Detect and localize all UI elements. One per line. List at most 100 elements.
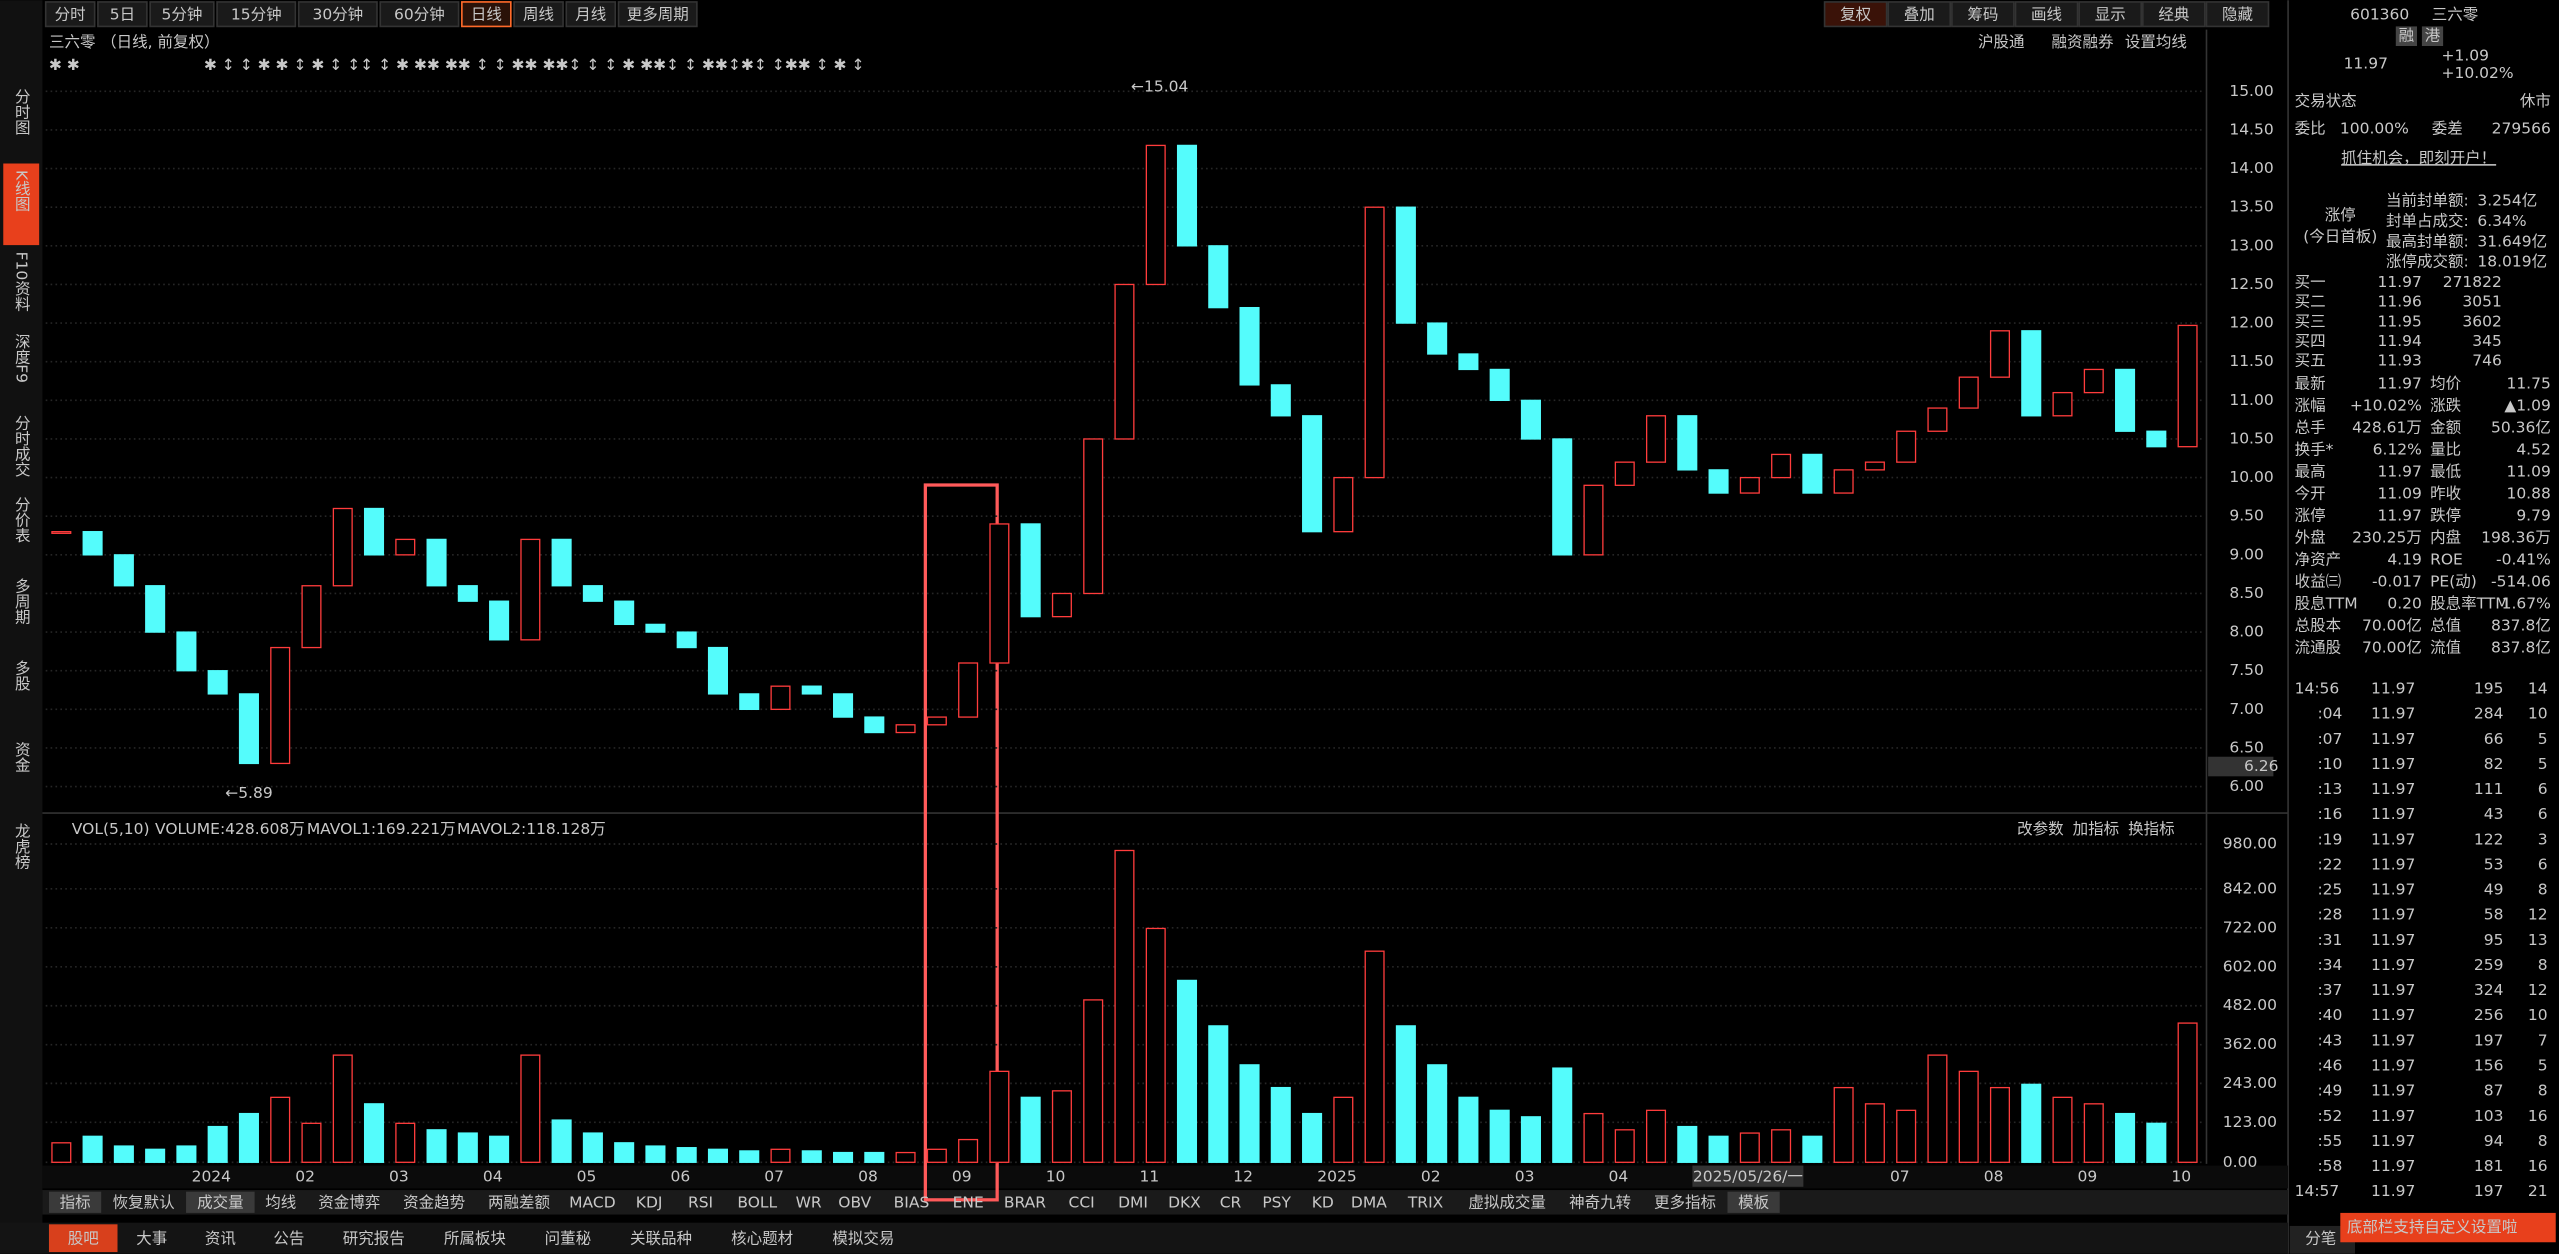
chart-link[interactable]: 沪股通 (1978, 33, 2025, 51)
tool-label[interactable]: 经典 (2158, 5, 2189, 23)
period-label[interactable]: 更多周期 (627, 5, 689, 23)
tool-label[interactable]: 复权 (1840, 5, 1871, 23)
bottom-tab[interactable]: 大事 (136, 1230, 167, 1248)
tool-button[interactable] (2142, 1, 2206, 28)
tool-button[interactable] (2205, 1, 2270, 28)
tool-label[interactable]: 隐藏 (2222, 5, 2253, 23)
indicator-tab[interactable]: 模板 (1738, 1194, 1769, 1212)
sidebar-item[interactable]: 深度F9 (13, 333, 31, 383)
bottom-tab[interactable]: 关联品种 (630, 1230, 692, 1248)
indicator-tab[interactable]: BRAR (1004, 1194, 1046, 1212)
indicator-tab[interactable]: CR (1220, 1194, 1242, 1212)
indicator-tab[interactable]: TRIX (1407, 1194, 1444, 1212)
promo[interactable]: 抓住机会，即刻开户！ (2341, 149, 2496, 167)
bottom-tab[interactable]: 所属板块 (444, 1230, 506, 1248)
indicator-tab[interactable]: BOLL (737, 1194, 777, 1212)
indicator-tab[interactable]: PSY (1262, 1194, 1291, 1212)
sidebar-item[interactable]: F10资料 (13, 252, 31, 312)
period-label[interactable]: 分时 (55, 5, 86, 23)
indicator-tab[interactable]: 虚拟成交量 (1468, 1194, 1546, 1212)
sidebar-item[interactable]: 分价表 (13, 496, 31, 543)
bottom-tab[interactable]: 股吧 (68, 1230, 99, 1248)
indicator-tab[interactable]: OBV (838, 1194, 871, 1212)
vol-button[interactable]: 加指标 (2073, 820, 2120, 838)
indicator-tab[interactable]: 更多指标 (1654, 1194, 1716, 1212)
sidebar-item[interactable]: 多股 (13, 659, 31, 692)
bottom-tab[interactable]: 问董秘 (545, 1230, 592, 1248)
tool-button[interactable] (1887, 1, 1952, 28)
sidebar-item[interactable]: 龙虎榜 (13, 822, 31, 869)
sidebar-item[interactable]: 资金 (13, 741, 31, 773)
period-button[interactable] (617, 1, 698, 28)
period-button[interactable] (461, 1, 512, 28)
indicator-tab[interactable]: 恢复默认 (113, 1194, 175, 1212)
period-label[interactable]: 15分钟 (231, 5, 282, 23)
indicator-tab[interactable]: 资金趋势 (403, 1194, 465, 1212)
period-label[interactable]: 5分钟 (162, 5, 203, 23)
tool-button[interactable] (2014, 1, 2079, 28)
indicator-tab[interactable]: 资金博弈 (318, 1194, 380, 1212)
period-label[interactable]: 日线 (471, 5, 502, 23)
trade-tab[interactable]: 分笔 (2305, 1230, 2336, 1248)
indicator-tab[interactable]: 两融差额 (488, 1194, 551, 1212)
period-button[interactable] (149, 1, 215, 28)
tool-label[interactable]: 筹码 (1967, 5, 1998, 23)
indicator-tab[interactable]: DMI (1118, 1194, 1148, 1212)
bottom-tab[interactable]: 核心题材 (731, 1230, 793, 1248)
indicator-tab[interactable]: KDJ (636, 1194, 663, 1212)
trade-price: 11.97 (2371, 1132, 2415, 1150)
indicator-tab[interactable]: DKX (1168, 1194, 1201, 1212)
period-label[interactable]: 月线 (575, 5, 606, 23)
tool-label[interactable]: 显示 (2095, 5, 2126, 23)
period-label[interactable]: 30分钟 (312, 5, 363, 23)
vol-button[interactable]: 换指标 (2128, 820, 2175, 838)
indicator-tab[interactable]: ENE (953, 1194, 984, 1212)
period-label[interactable]: 60分钟 (394, 5, 445, 23)
indicator-tab[interactable]: 神奇九转 (1569, 1194, 1631, 1212)
vol-button[interactable]: 改参数 (2017, 820, 2064, 838)
stat: 量比 (2430, 440, 2461, 458)
period-button[interactable] (44, 1, 96, 28)
indicator-tab[interactable]: 成交量 (197, 1194, 244, 1212)
period-button[interactable] (97, 1, 148, 28)
period-label[interactable]: 5日 (110, 5, 135, 23)
sidebar-item[interactable]: 分时成交 (13, 414, 31, 477)
x-axis-bg (42, 1165, 2289, 1189)
book-label: 买三 (2295, 312, 2326, 330)
trade-price: 11.97 (2371, 1182, 2415, 1200)
indicator-tab[interactable]: 指标 (60, 1194, 91, 1212)
chart-link[interactable]: 设置均线 (2125, 33, 2187, 51)
period-label[interactable]: 周线 (523, 5, 554, 23)
indicator-tab[interactable]: KD (1312, 1194, 1334, 1212)
sidebar-item[interactable]: K线图 (13, 170, 31, 211)
tool-label[interactable]: 画线 (2031, 5, 2062, 23)
indicator-tab[interactable]: MACD (569, 1194, 616, 1212)
indicator-tab[interactable]: 均线 (265, 1194, 296, 1212)
period-button[interactable] (513, 1, 564, 28)
period-button[interactable] (216, 1, 297, 28)
indicator-tab[interactable]: CCI (1069, 1194, 1095, 1212)
tool-button[interactable] (1951, 1, 2015, 28)
trade-count: 12 (2528, 906, 2548, 924)
period-button[interactable] (565, 1, 617, 28)
indicator-tab[interactable]: WR (796, 1194, 822, 1212)
bottom-tab[interactable]: 研究报告 (343, 1230, 405, 1248)
tool-label[interactable]: 叠加 (1904, 5, 1935, 23)
sidebar-item[interactable]: 分时图 (13, 88, 31, 135)
chart-link[interactable]: 融资融券 (2051, 33, 2114, 51)
period-button[interactable] (379, 1, 460, 28)
bottom-tab[interactable]: 模拟交易 (832, 1230, 894, 1248)
tool-button[interactable] (1823, 1, 1888, 28)
tool-button[interactable] (2078, 1, 2143, 28)
candle (1114, 283, 1135, 440)
indicator-tab[interactable]: DMA (1351, 1194, 1387, 1212)
period-button[interactable] (297, 1, 378, 28)
indicator-tab[interactable]: RSI (688, 1194, 713, 1212)
bottom-tab[interactable]: 公告 (273, 1230, 304, 1248)
volume-bar (270, 1096, 291, 1163)
bottom-tab[interactable]: 资讯 (205, 1230, 236, 1248)
sidebar-item[interactable]: 多周期 (13, 578, 31, 626)
candle (1677, 415, 1698, 471)
indicator-tab[interactable]: BIAS (894, 1194, 930, 1212)
